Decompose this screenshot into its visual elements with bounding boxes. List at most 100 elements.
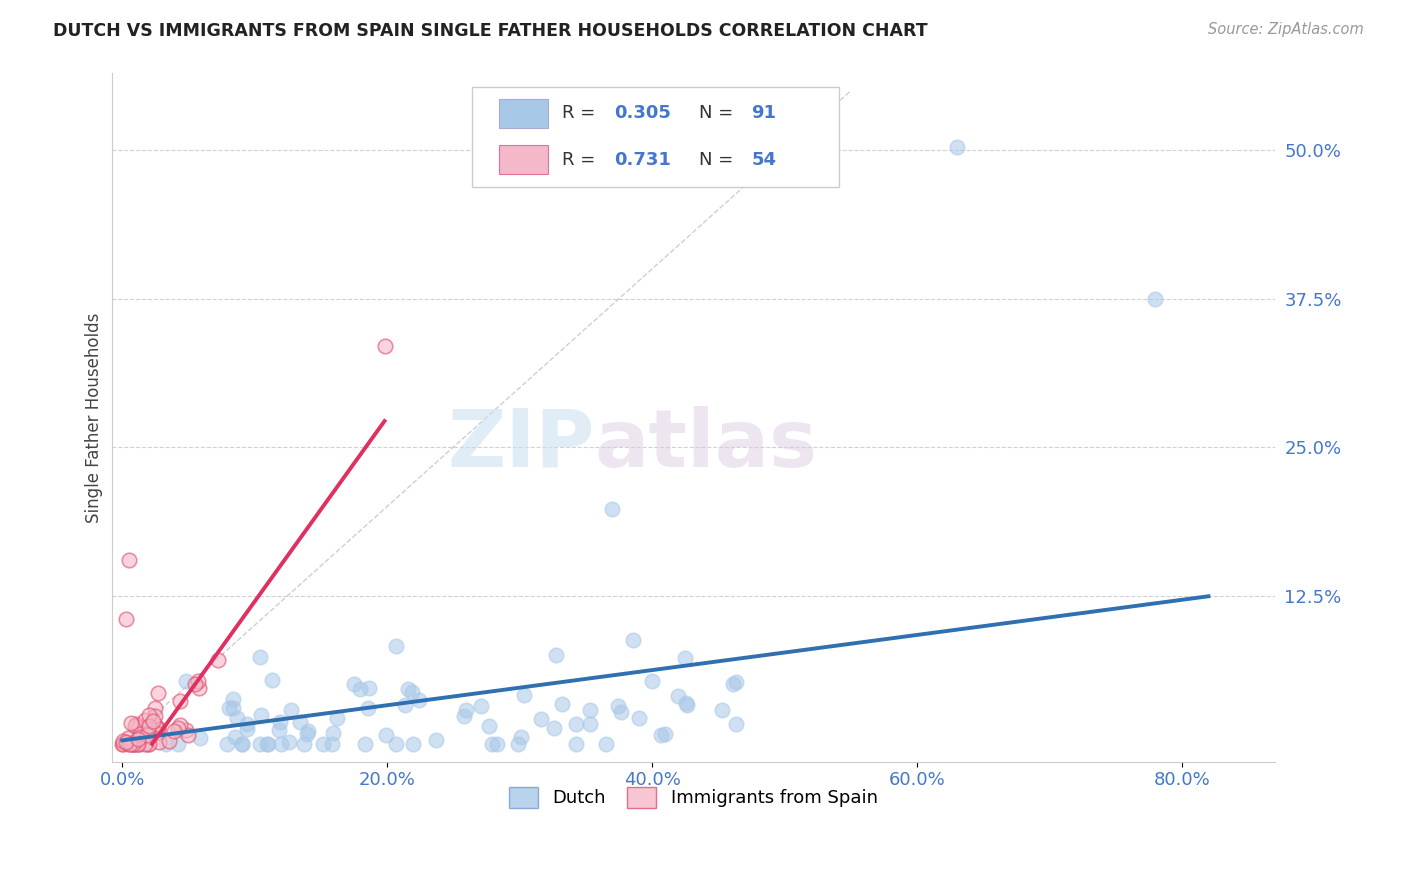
Point: [249, 737, 271, 751]
Point: [136, 728, 159, 742]
Point: [134, 714, 156, 728]
Point: [174, 674, 197, 689]
Point: [176, 728, 198, 742]
Point: [578, 703, 600, 717]
Point: [167, 721, 190, 735]
Text: atlas: atlas: [595, 406, 817, 484]
Point: [127, 733, 149, 747]
Point: [124, 719, 146, 733]
Point: [267, 723, 290, 738]
Point: [530, 712, 553, 726]
Text: 0.305: 0.305: [614, 104, 671, 122]
Point: [122, 737, 145, 751]
Point: [354, 737, 377, 751]
Point: [385, 737, 408, 751]
Point: [217, 737, 239, 751]
Point: [297, 723, 319, 738]
Point: [145, 725, 167, 739]
Point: [470, 698, 492, 713]
Point: [453, 708, 475, 723]
Point: [114, 734, 136, 748]
Point: [122, 737, 145, 751]
Point: [602, 501, 624, 516]
Point: [235, 722, 257, 736]
Point: [118, 553, 141, 567]
Point: [174, 723, 197, 737]
Point: [290, 714, 312, 729]
Point: [543, 721, 565, 735]
Point: [277, 735, 299, 749]
Point: [142, 714, 165, 728]
FancyBboxPatch shape: [499, 99, 548, 128]
Point: [166, 737, 188, 751]
Point: [120, 715, 142, 730]
Point: [945, 139, 967, 153]
Point: [135, 737, 157, 751]
Text: ZIP: ZIP: [447, 406, 595, 484]
Point: [506, 737, 529, 751]
Point: [481, 737, 503, 751]
Point: [270, 737, 292, 751]
Point: [322, 726, 344, 740]
Point: [187, 674, 209, 689]
Point: [188, 681, 211, 696]
Point: [565, 737, 588, 751]
Point: [666, 690, 689, 704]
Point: [146, 721, 169, 735]
Point: [486, 737, 509, 751]
Point: [136, 728, 159, 742]
Point: [115, 612, 138, 626]
Point: [711, 703, 734, 717]
Point: [610, 706, 633, 720]
Point: [139, 728, 162, 742]
Point: [127, 732, 149, 747]
FancyBboxPatch shape: [472, 87, 838, 186]
Point: [236, 716, 259, 731]
Point: [394, 698, 416, 712]
Point: [111, 737, 134, 751]
Point: [292, 737, 315, 751]
Text: R =: R =: [562, 151, 600, 169]
Point: [138, 707, 160, 722]
Legend: Dutch, Immigrants from Spain: Dutch, Immigrants from Spain: [502, 780, 884, 814]
Point: [129, 737, 152, 751]
Point: [224, 731, 246, 745]
Point: [550, 698, 572, 712]
Point: [112, 733, 135, 747]
Point: [280, 703, 302, 717]
Point: [385, 639, 408, 653]
Point: [128, 720, 150, 734]
Point: [373, 339, 395, 353]
Point: [148, 735, 170, 749]
Y-axis label: Single Father Households: Single Father Households: [86, 312, 103, 523]
Point: [231, 737, 253, 751]
Point: [401, 685, 423, 699]
Point: [249, 650, 271, 665]
FancyBboxPatch shape: [499, 145, 548, 175]
Point: [343, 676, 366, 690]
Point: [121, 737, 143, 751]
Point: [650, 728, 672, 742]
Point: [207, 653, 229, 667]
Point: [262, 673, 284, 687]
Point: [321, 737, 343, 751]
Point: [184, 677, 207, 691]
Point: [122, 737, 145, 751]
Point: [138, 737, 160, 751]
Point: [118, 737, 141, 751]
Point: [408, 693, 430, 707]
Point: [359, 681, 381, 695]
Point: [621, 633, 644, 648]
Point: [155, 737, 177, 751]
Point: [136, 737, 159, 751]
Point: [256, 737, 278, 751]
Text: DUTCH VS IMMIGRANTS FROM SPAIN SINGLE FATHER HOUSEHOLDS CORRELATION CHART: DUTCH VS IMMIGRANTS FROM SPAIN SINGLE FA…: [53, 22, 928, 40]
Point: [1144, 292, 1167, 306]
Point: [125, 717, 148, 731]
Point: [169, 694, 191, 708]
Point: [222, 701, 245, 715]
Point: [188, 731, 211, 746]
Point: [129, 727, 152, 741]
Point: [146, 686, 169, 700]
Point: [510, 730, 533, 744]
